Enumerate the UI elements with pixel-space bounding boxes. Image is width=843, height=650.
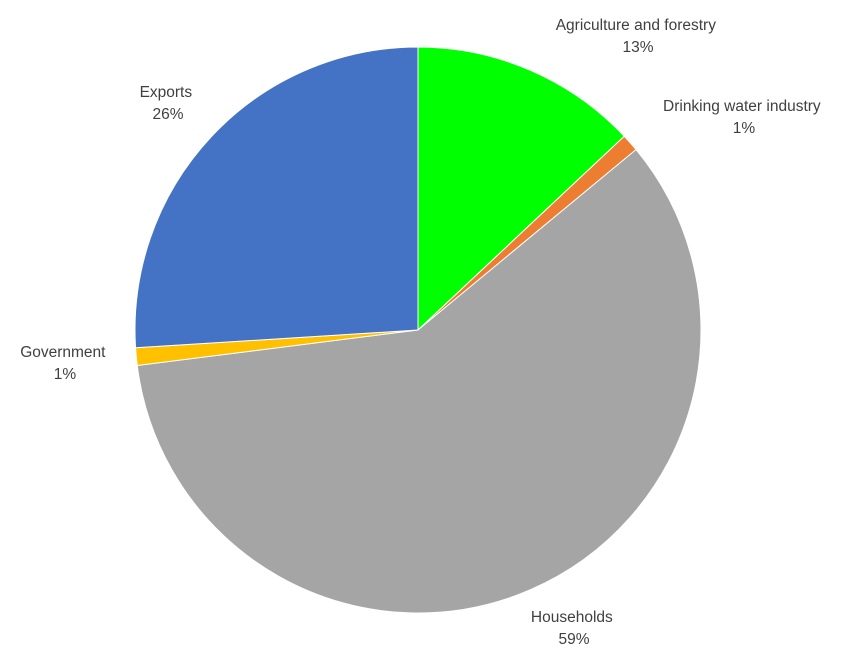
label-drinking-water: Drinking water industry 1% xyxy=(663,98,825,137)
label-agriculture: Agriculture and forestry 13% xyxy=(556,17,721,56)
pie-slice-agriculture-and-forestry xyxy=(417,46,626,332)
pie-slices xyxy=(134,46,702,614)
pie-labels: Agriculture and forestry 13% Drinking wa… xyxy=(20,17,825,648)
label-exports: Exports 26% xyxy=(140,84,197,123)
pie-slice-exports xyxy=(134,46,419,349)
label-households: Households 59% xyxy=(531,609,617,648)
label-government: Government 1% xyxy=(20,344,110,383)
pie-slice-households xyxy=(136,148,702,614)
